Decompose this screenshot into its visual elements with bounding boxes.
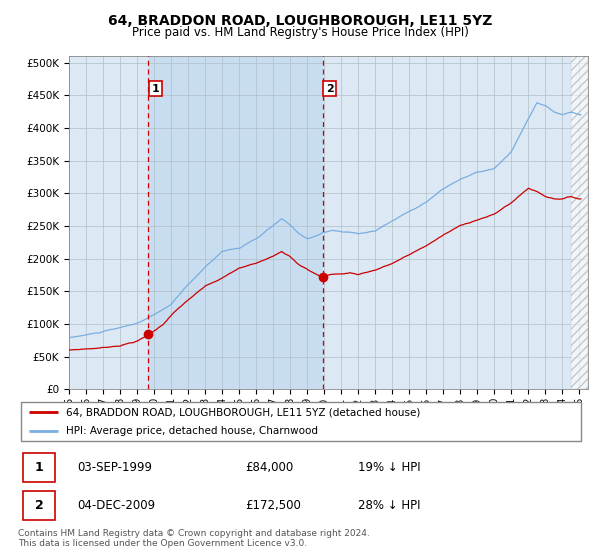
FancyBboxPatch shape <box>23 453 55 482</box>
Text: 1: 1 <box>35 461 43 474</box>
FancyBboxPatch shape <box>23 491 55 520</box>
Text: £84,000: £84,000 <box>245 461 293 474</box>
Text: 2: 2 <box>326 83 334 94</box>
Text: 28% ↓ HPI: 28% ↓ HPI <box>358 499 421 512</box>
FancyBboxPatch shape <box>21 402 581 441</box>
Text: £172,500: £172,500 <box>245 499 301 512</box>
Text: 64, BRADDON ROAD, LOUGHBOROUGH, LE11 5YZ: 64, BRADDON ROAD, LOUGHBOROUGH, LE11 5YZ <box>108 14 492 28</box>
Text: 04-DEC-2009: 04-DEC-2009 <box>77 499 155 512</box>
Text: 03-SEP-1999: 03-SEP-1999 <box>77 461 152 474</box>
Bar <box>571 56 588 389</box>
Text: Price paid vs. HM Land Registry's House Price Index (HPI): Price paid vs. HM Land Registry's House … <box>131 26 469 39</box>
Text: Contains HM Land Registry data © Crown copyright and database right 2024.
This d: Contains HM Land Registry data © Crown c… <box>18 529 370 548</box>
Text: 19% ↓ HPI: 19% ↓ HPI <box>358 461 421 474</box>
Text: 2: 2 <box>35 499 43 512</box>
Text: 1: 1 <box>151 83 159 94</box>
Bar <box>148 56 323 389</box>
Text: 64, BRADDON ROAD, LOUGHBOROUGH, LE11 5YZ (detached house): 64, BRADDON ROAD, LOUGHBOROUGH, LE11 5YZ… <box>66 407 421 417</box>
Text: HPI: Average price, detached house, Charnwood: HPI: Average price, detached house, Char… <box>66 427 318 436</box>
